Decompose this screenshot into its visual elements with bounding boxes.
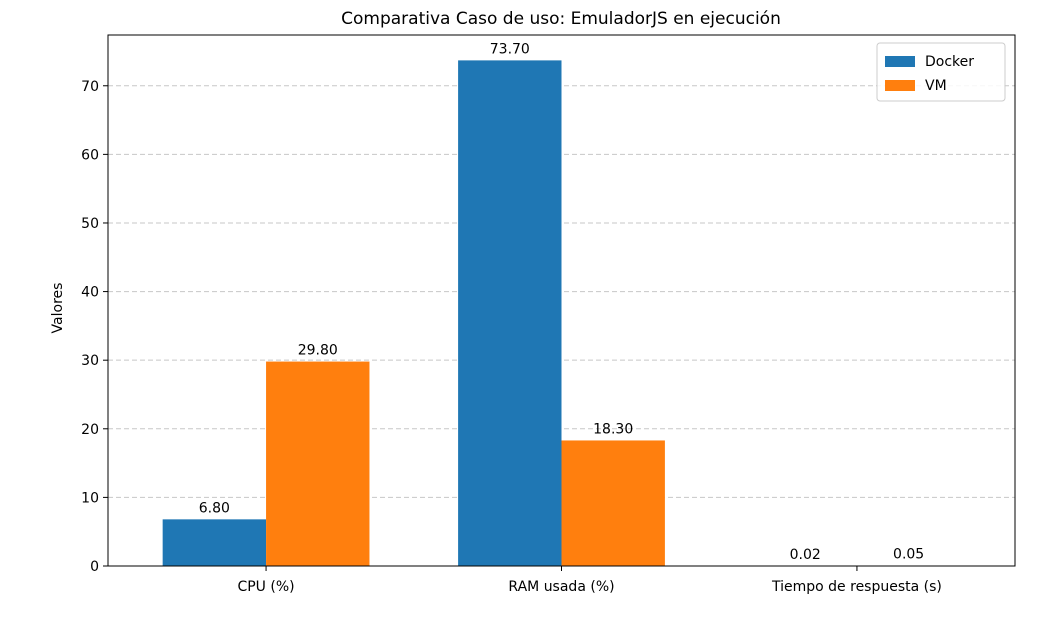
- data-labels: 6.80 73.70 0.02 29.80 18.30 0.05: [199, 41, 924, 562]
- legend-label-docker: Docker: [925, 54, 974, 70]
- chart-title: Comparativa Caso de uso: EmuladorJS en e…: [341, 9, 781, 29]
- legend-swatch-vm: [885, 80, 915, 91]
- plot-frame: [107, 34, 1016, 567]
- y-tick-label: 40: [81, 285, 99, 301]
- y-tick-label: 50: [81, 216, 99, 232]
- y-tick-label: 20: [81, 422, 99, 438]
- y-tick-label: 0: [90, 559, 99, 575]
- data-label: 73.70: [490, 41, 530, 57]
- x-tick-label: CPU (%): [237, 579, 294, 595]
- bar-docker-1: [458, 60, 562, 566]
- data-label: 29.80: [298, 343, 338, 359]
- bar-vm-1: [561, 440, 665, 566]
- data-label: 0.05: [893, 547, 924, 563]
- data-label: 6.80: [199, 500, 230, 516]
- y-tick-label: 60: [81, 147, 99, 163]
- data-label: 0.02: [790, 547, 821, 563]
- y-tick-label: 30: [81, 353, 99, 369]
- y-tick-label: 10: [81, 490, 99, 506]
- legend: Docker VM: [876, 42, 1006, 102]
- legend-label-vm: VM: [925, 78, 947, 94]
- bar-vm-0: [266, 361, 370, 566]
- y-axis-label: Valores: [50, 283, 66, 334]
- axes: 0 10 20 30 40 50 60 70 CPU (%) RAM usada (%) Tiemp…: [81, 34, 1016, 595]
- x-tick-label: Tiempo de respuesta (s): [771, 579, 942, 595]
- legend-swatch-docker: [885, 56, 915, 67]
- bar-docker-0: [162, 519, 267, 566]
- data-label: 18.30: [593, 421, 633, 437]
- x-tick-label: RAM usada (%): [508, 579, 614, 595]
- y-tick-label: 70: [81, 79, 99, 95]
- bars: [162, 60, 961, 566]
